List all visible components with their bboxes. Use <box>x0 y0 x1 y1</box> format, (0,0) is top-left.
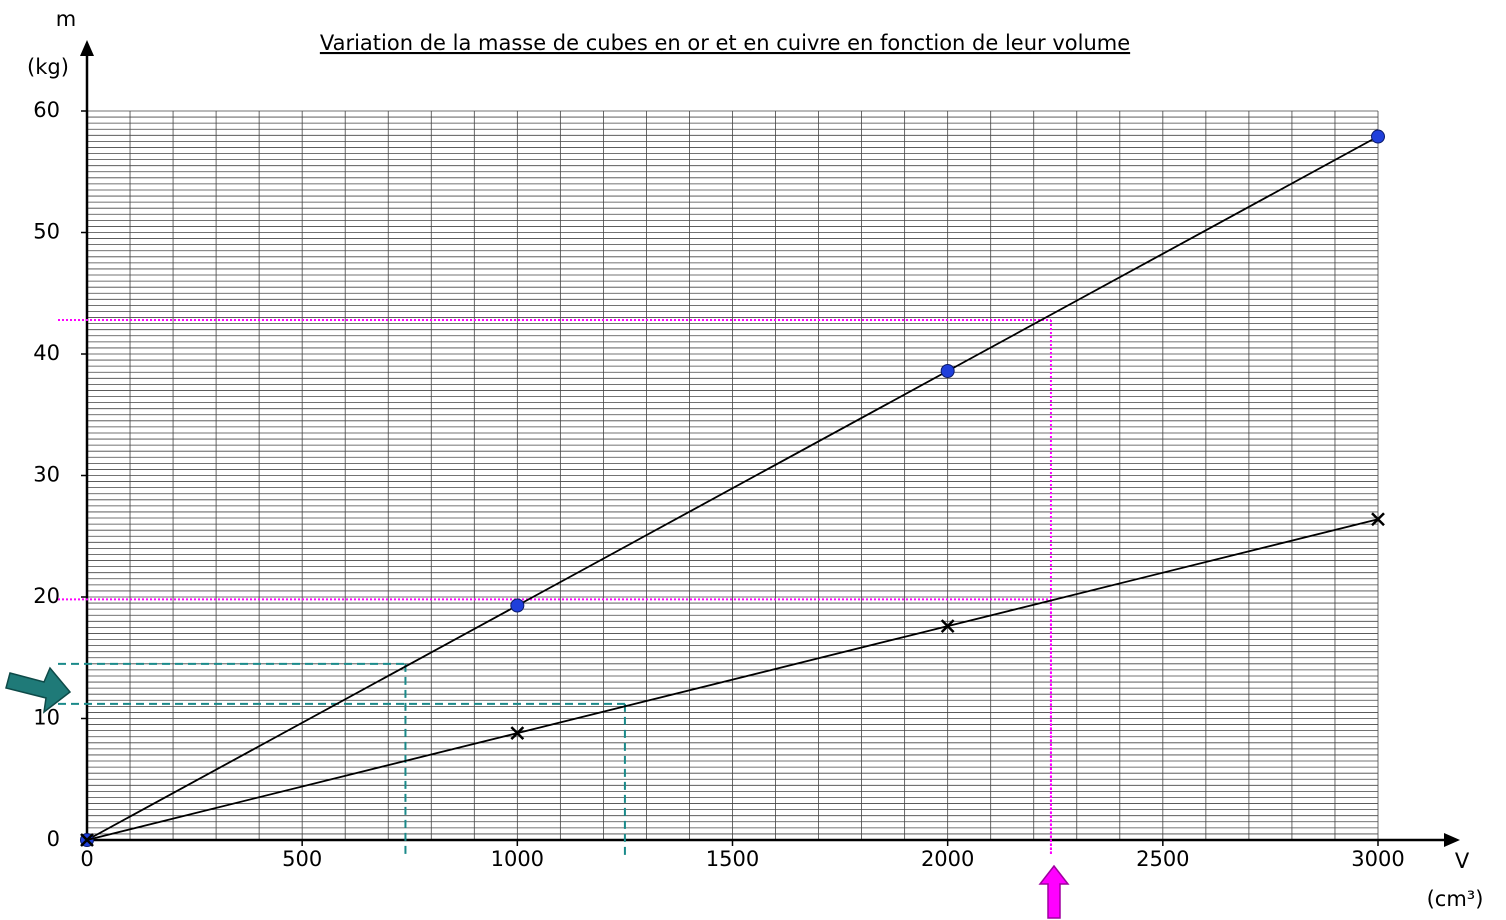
point <box>1371 512 1385 527</box>
bottom-arrow <box>1038 864 1070 919</box>
series-line <box>86 518 1379 841</box>
y-tick-label: 60 <box>33 98 60 122</box>
x-axis-arrow <box>1444 833 1460 847</box>
x-tick-label: 1500 <box>706 847 759 871</box>
x-tick-label: 2000 <box>921 847 974 871</box>
x-axis-label: V <box>1455 849 1470 873</box>
chart-title: Variation de la masse de cubes en or et … <box>320 31 1130 55</box>
left-arrow <box>5 666 72 714</box>
y-axis-label: m <box>56 7 76 31</box>
series-line <box>86 135 1379 841</box>
y-tick-label: 30 <box>33 463 60 487</box>
y-axis-arrow <box>80 40 94 56</box>
y-tick-label: 40 <box>33 341 60 365</box>
y-tick-label: 10 <box>33 706 60 730</box>
point <box>1371 129 1385 144</box>
x-tick-label: 0 <box>80 847 93 871</box>
x-tick-label: 500 <box>282 847 322 871</box>
point <box>510 726 525 740</box>
y-axis-unit: (kg) <box>27 55 69 79</box>
y-tick-label: 20 <box>33 584 60 608</box>
y-tick-label: 50 <box>33 220 60 244</box>
point <box>510 598 525 613</box>
y-tick-label: 0 <box>47 827 60 851</box>
x-tick-label: 1000 <box>491 847 544 871</box>
x-tick-label: 3000 <box>1351 847 1404 871</box>
x-axis-unit: (cm³) <box>1427 887 1484 911</box>
point <box>80 833 94 847</box>
point <box>940 619 955 634</box>
x-tick-label: 2500 <box>1136 847 1189 871</box>
point <box>940 364 955 379</box>
